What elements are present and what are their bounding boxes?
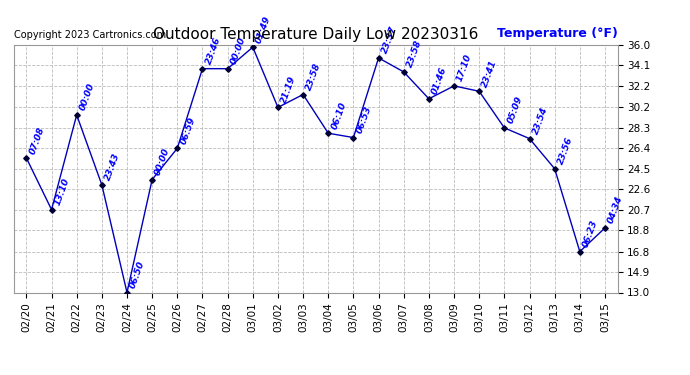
Text: 23:58: 23:58 [304, 62, 323, 92]
Text: 07:08: 07:08 [28, 125, 46, 155]
Text: 00:00: 00:00 [154, 147, 172, 177]
Text: 23:37: 23:37 [380, 25, 398, 55]
Text: 00:00: 00:00 [78, 82, 97, 112]
Text: 06:50: 06:50 [128, 260, 147, 290]
Text: 05:09: 05:09 [506, 95, 524, 125]
Text: 06:23: 06:23 [581, 219, 600, 249]
Text: 17:10: 17:10 [455, 53, 473, 83]
Text: 04:34: 04:34 [607, 195, 624, 225]
Text: 23:58: 23:58 [405, 39, 424, 69]
Title: Outdoor Temperature Daily Low 20230316: Outdoor Temperature Daily Low 20230316 [153, 27, 478, 42]
Text: 23:43: 23:43 [104, 152, 121, 182]
Text: Copyright 2023 Cartronics.com: Copyright 2023 Cartronics.com [14, 30, 166, 40]
Text: 23:41: 23:41 [480, 58, 499, 88]
Text: 23:46: 23:46 [204, 36, 222, 66]
Text: 23:56: 23:56 [556, 136, 574, 166]
Text: 06:59: 06:59 [179, 116, 197, 146]
Text: 13:10: 13:10 [53, 177, 71, 207]
Text: 00:00: 00:00 [229, 36, 247, 66]
Text: 21:19: 21:19 [279, 75, 297, 105]
Text: Temperature (°F): Temperature (°F) [497, 27, 618, 40]
Text: 01:49: 01:49 [254, 14, 273, 44]
Text: 01:46: 01:46 [431, 66, 448, 96]
Text: 23:54: 23:54 [531, 106, 549, 136]
Text: 06:10: 06:10 [330, 100, 348, 130]
Text: 06:53: 06:53 [355, 105, 373, 135]
